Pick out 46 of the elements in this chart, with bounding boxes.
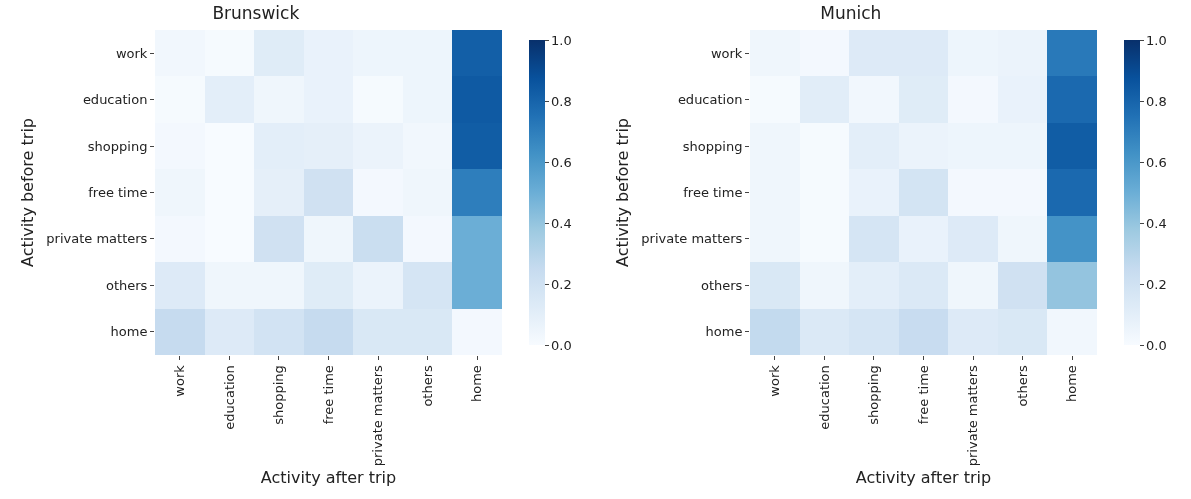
color-bar-label: 0.4 [551,215,572,231]
y-tick-label: education [82,92,148,108]
color-bar-label: 0.8 [551,93,572,109]
x-axis-title: Activity after trip [260,467,397,487]
y-tick-label: home [705,324,743,340]
y-tick-label: others [105,277,148,293]
y-tick-label: others [700,277,743,293]
x-tick-label: shopping [271,365,287,425]
x-tick-label: education [816,365,832,430]
y-axis-title: Activity before trip [613,118,633,267]
x-axis-title: Activity after trip [855,467,992,487]
x-tick-label: work [172,364,188,397]
color-bar-label: 0.6 [551,154,572,170]
y-axis-title: Activity before trip [18,118,38,267]
y-tick-label: shopping [682,138,743,154]
y-tick-label: shopping [87,138,148,154]
y-tick-label: education [677,92,743,108]
y-tick-label: free time [683,185,743,201]
x-tick-label: shopping [866,365,882,425]
y-tick-label: private matters [46,231,148,247]
y-tick-label: free time [88,185,148,201]
x-tick-label: others [1014,364,1030,407]
x-tick-label: private matters [965,364,981,467]
chart-title: Munich [820,3,882,24]
color-bar-label: 1.0 [551,32,572,48]
color-bar-label: 0.2 [551,276,572,292]
chart-title: Brunswick [212,3,300,24]
x-tick-label: home [1064,365,1080,403]
y-tick-label: work [710,45,743,61]
color-bar-label: 0.0 [551,337,572,353]
color-bar-label: 0.6 [1146,154,1167,170]
color-bar-label: 0.2 [1146,276,1167,292]
x-tick-label: private matters [370,364,386,467]
color-bar-label: 0.4 [1146,215,1167,231]
y-tick-label: private matters [641,231,743,247]
x-tick-label: education [221,365,237,430]
x-tick-label: home [469,365,485,403]
x-tick-label: free time [320,365,336,425]
y-tick-label: home [110,324,148,340]
color-bar-label: 0.0 [1146,337,1167,353]
x-tick-label: work [767,364,783,397]
x-tick-label: free time [915,365,931,425]
y-tick-label: work [115,45,148,61]
color-bar-label: 1.0 [1146,32,1167,48]
color-bar-label: 0.8 [1146,93,1167,109]
x-tick-label: others [419,364,435,407]
